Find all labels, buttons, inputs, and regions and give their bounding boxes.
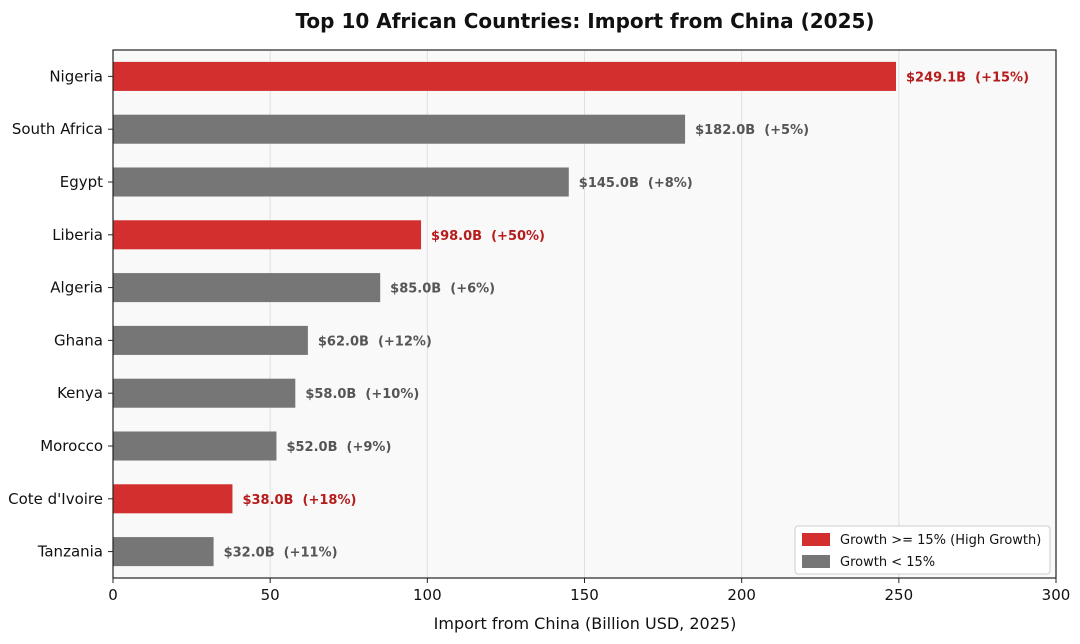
legend-box xyxy=(794,525,1051,575)
x-axis: 0 50 100 150 200 250 300 xyxy=(108,578,1070,604)
x-tick-label: 50 xyxy=(261,586,280,604)
x-tick-label: 100 xyxy=(413,586,442,604)
bar xyxy=(113,273,381,303)
data-label: $32.0B (+11%) xyxy=(224,546,338,561)
data-labels: $249.1B (+15%) $182.0B (+5%) $145.0B (+8%)… xyxy=(224,70,1029,560)
bar xyxy=(113,325,308,355)
legend-swatch-low xyxy=(802,555,830,568)
y-tick-label: Ghana xyxy=(54,331,103,349)
legend-label-high: Growth >= 15% (High Growth) xyxy=(840,533,1041,548)
data-label: $85.0B (+6%) xyxy=(390,282,495,297)
bars xyxy=(113,61,897,567)
data-label: $145.0B (+8%) xyxy=(579,176,693,191)
bar xyxy=(113,484,233,514)
data-label: $52.0B (+9%) xyxy=(286,440,391,455)
x-tick-label: 150 xyxy=(570,586,599,604)
bar xyxy=(113,61,897,91)
legend-label-low: Growth < 15% xyxy=(840,555,935,570)
y-tick-label: Nigeria xyxy=(49,67,103,85)
bar xyxy=(113,167,569,197)
data-label: $62.0B (+12%) xyxy=(318,334,432,349)
y-tick-label: South Africa xyxy=(12,120,103,138)
bar xyxy=(113,537,214,567)
legend: Growth >= 15% (High Growth) Growth < 15% xyxy=(794,525,1051,575)
y-tick-label: Tanzania xyxy=(37,543,103,561)
y-tick-label: Liberia xyxy=(52,226,103,244)
y-tick-label: Morocco xyxy=(40,437,103,455)
y-tick-label: Kenya xyxy=(57,384,103,402)
bar xyxy=(113,114,686,144)
x-axis-label: Import from China (Billion USD, 2025) xyxy=(434,614,737,633)
legend-swatch-high xyxy=(802,533,830,546)
chart-title: Top 10 African Countries: Import from Ch… xyxy=(295,9,874,33)
x-tick-label: 300 xyxy=(1042,586,1071,604)
data-label: $38.0B (+18%) xyxy=(242,493,356,508)
x-tick-label: 250 xyxy=(885,586,914,604)
y-tick-label: Cote d'Ivoire xyxy=(8,490,103,508)
bar xyxy=(113,378,296,408)
bar xyxy=(113,220,422,250)
y-axis: Nigeria South Africa Egypt Liberia Algeria Gh… xyxy=(8,67,113,561)
data-label: $98.0B (+50%) xyxy=(431,229,545,244)
data-label: $58.0B (+10%) xyxy=(305,387,419,402)
y-tick-label: Algeria xyxy=(50,279,103,297)
x-tick-label: 200 xyxy=(727,586,756,604)
bar xyxy=(113,431,277,461)
y-tick-label: Egypt xyxy=(60,173,103,191)
x-tick-label: 0 xyxy=(108,586,118,604)
data-label: $249.1B (+15%) xyxy=(906,70,1029,85)
data-label: $182.0B (+5%) xyxy=(695,123,809,138)
